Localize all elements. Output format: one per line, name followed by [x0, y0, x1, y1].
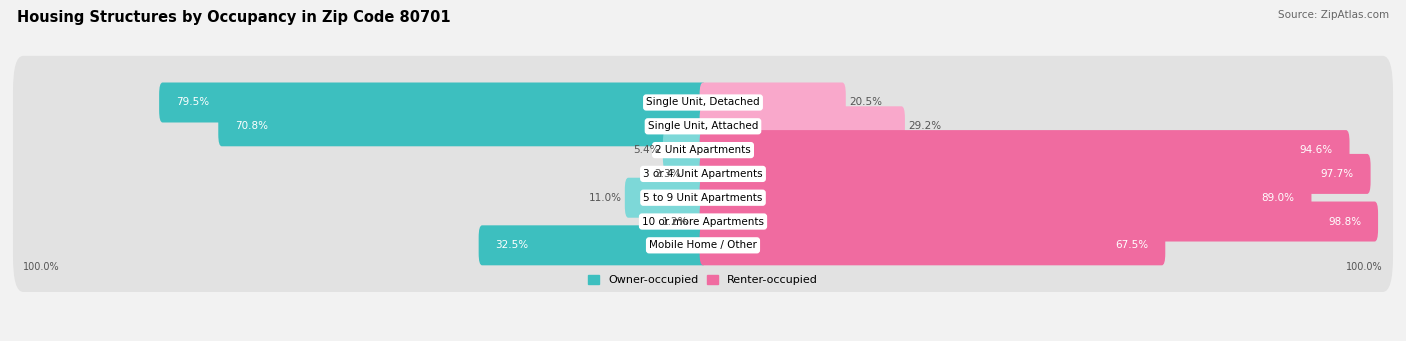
Text: Single Unit, Attached: Single Unit, Attached [648, 121, 758, 131]
Text: Mobile Home / Other: Mobile Home / Other [650, 240, 756, 250]
FancyBboxPatch shape [700, 130, 1350, 170]
Text: 97.7%: 97.7% [1320, 169, 1354, 179]
Text: 2 Unit Apartments: 2 Unit Apartments [655, 145, 751, 155]
FancyBboxPatch shape [700, 225, 1166, 265]
FancyBboxPatch shape [700, 83, 846, 122]
FancyBboxPatch shape [13, 127, 1393, 221]
FancyBboxPatch shape [13, 56, 1393, 149]
FancyBboxPatch shape [662, 130, 706, 170]
FancyBboxPatch shape [700, 154, 1371, 194]
Text: Housing Structures by Occupancy in Zip Code 80701: Housing Structures by Occupancy in Zip C… [17, 10, 450, 25]
Text: 20.5%: 20.5% [849, 98, 882, 107]
Text: 29.2%: 29.2% [908, 121, 942, 131]
FancyBboxPatch shape [13, 199, 1393, 292]
FancyBboxPatch shape [700, 106, 905, 146]
FancyBboxPatch shape [159, 83, 706, 122]
Text: Source: ZipAtlas.com: Source: ZipAtlas.com [1278, 10, 1389, 20]
FancyBboxPatch shape [700, 178, 1312, 218]
FancyBboxPatch shape [13, 103, 1393, 197]
FancyBboxPatch shape [692, 202, 706, 241]
FancyBboxPatch shape [218, 106, 706, 146]
Text: 10 or more Apartments: 10 or more Apartments [643, 217, 763, 226]
FancyBboxPatch shape [13, 151, 1393, 244]
Text: 79.5%: 79.5% [176, 98, 209, 107]
Text: Single Unit, Detached: Single Unit, Detached [647, 98, 759, 107]
Text: 11.0%: 11.0% [589, 193, 621, 203]
FancyBboxPatch shape [13, 80, 1393, 173]
FancyBboxPatch shape [683, 154, 706, 194]
Text: 94.6%: 94.6% [1299, 145, 1333, 155]
Text: 100.0%: 100.0% [1346, 263, 1384, 272]
Text: 32.5%: 32.5% [496, 240, 529, 250]
Text: 67.5%: 67.5% [1115, 240, 1149, 250]
FancyBboxPatch shape [13, 175, 1393, 268]
Text: 5 to 9 Unit Apartments: 5 to 9 Unit Apartments [644, 193, 762, 203]
Text: 2.3%: 2.3% [654, 169, 681, 179]
Text: 89.0%: 89.0% [1261, 193, 1295, 203]
FancyBboxPatch shape [478, 225, 706, 265]
Text: 100.0%: 100.0% [22, 263, 60, 272]
Text: 5.4%: 5.4% [633, 145, 659, 155]
FancyBboxPatch shape [624, 178, 706, 218]
Text: 98.8%: 98.8% [1327, 217, 1361, 226]
FancyBboxPatch shape [700, 202, 1378, 241]
Text: 70.8%: 70.8% [235, 121, 269, 131]
Text: 3 or 4 Unit Apartments: 3 or 4 Unit Apartments [643, 169, 763, 179]
Legend: Owner-occupied, Renter-occupied: Owner-occupied, Renter-occupied [583, 270, 823, 290]
Text: 1.2%: 1.2% [662, 217, 688, 226]
